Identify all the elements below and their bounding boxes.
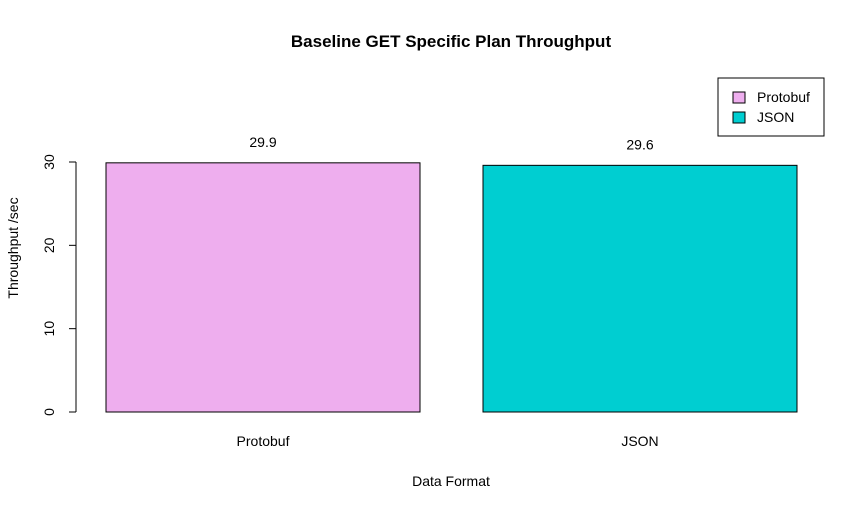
data-label: 29.6 (626, 136, 653, 152)
y-tick-label: 10 (41, 321, 57, 337)
chart-title: Baseline GET Specific Plan Throughput (291, 32, 612, 51)
y-axis-label: Throughput /sec (5, 197, 21, 298)
data-label: 29.9 (249, 134, 276, 150)
legend-swatch-protobuf (732, 91, 746, 104)
x-tick-label: Protobuf (237, 433, 290, 449)
x-axis-label: Data Format (412, 473, 490, 489)
y-tick-label: 20 (41, 237, 57, 253)
legend-swatch-json (732, 111, 746, 124)
legend: Protobuf JSON (717, 77, 825, 137)
plot-area: 29.9 Protobuf 29.6 JSON (105, 134, 798, 449)
bar-protobuf (105, 162, 421, 413)
legend-entry: Protobuf (757, 89, 810, 105)
legend-entry: JSON (757, 109, 794, 125)
y-axis: 0 10 20 30 (41, 154, 77, 416)
x-tick-label: JSON (621, 433, 658, 449)
bar-json (482, 164, 798, 413)
y-tick-label: 30 (41, 154, 57, 170)
legend-box (717, 77, 825, 137)
y-tick-label: 0 (41, 408, 57, 416)
